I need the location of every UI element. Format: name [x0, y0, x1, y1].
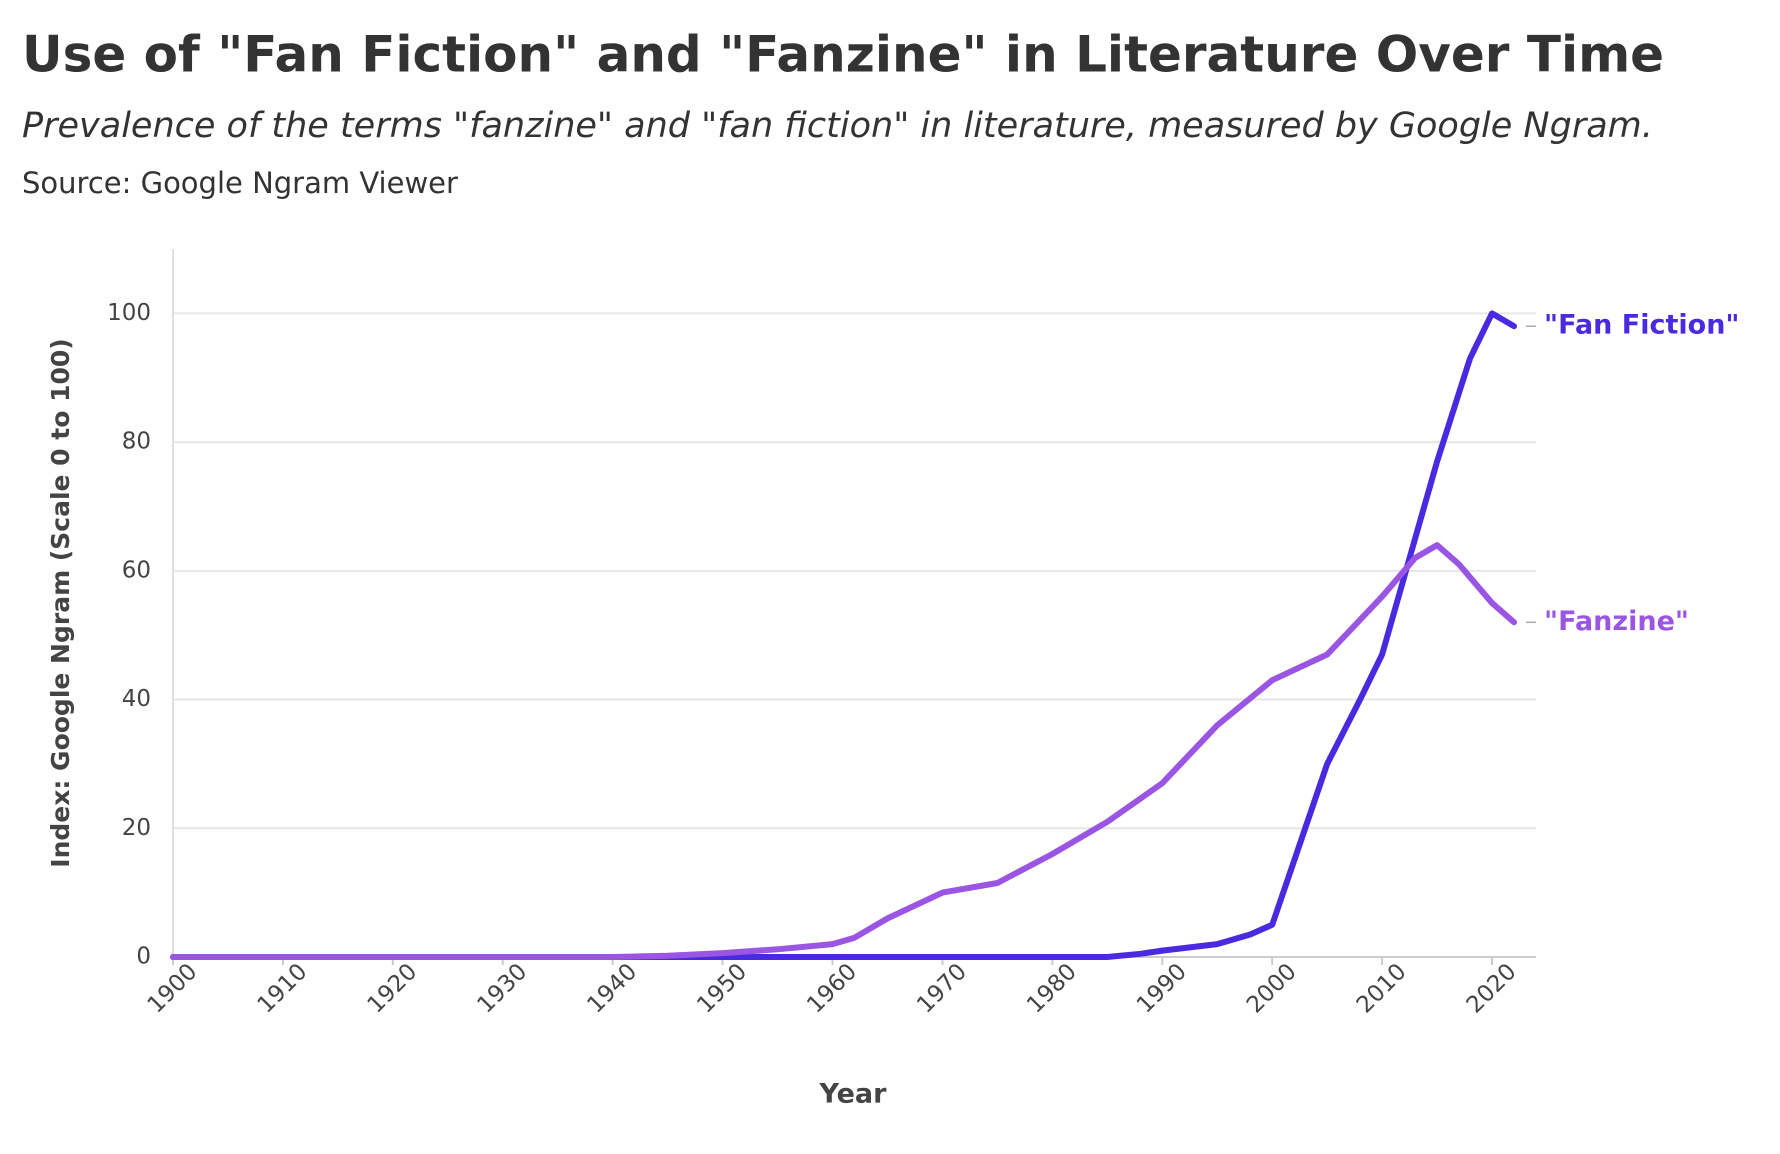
x-tick-label: 1990: [1132, 959, 1192, 1019]
x-tick-label: 1970: [912, 959, 972, 1019]
x-tick-label: 2020: [1462, 959, 1522, 1019]
legend-label: "Fanzine": [1544, 606, 1689, 637]
chart-subtitle: Prevalence of the terms "fanzine" and "f…: [22, 106, 1653, 146]
x-tick-label: 2000: [1242, 959, 1302, 1019]
x-tick-label: 1940: [582, 959, 642, 1019]
y-tick-label: 100: [107, 300, 151, 326]
x-tick-label: 2010: [1352, 959, 1412, 1019]
legend-label: "Fan Fiction": [1544, 310, 1739, 341]
x-tick-label: 1910: [253, 959, 313, 1019]
chart-title: Use of "Fan Fiction" and "Fanzine" in Li…: [22, 26, 1664, 84]
x-tick-label: 1920: [363, 959, 423, 1019]
y-tick-label: 20: [122, 815, 151, 841]
y-tick-label: 40: [122, 686, 151, 712]
x-tick-label: 1900: [143, 959, 203, 1019]
y-tick-label: 60: [122, 557, 151, 583]
x-tick-label: 1980: [1022, 959, 1082, 1019]
x-axis-label: Year: [819, 1079, 888, 1110]
x-tick-label: 1960: [802, 959, 862, 1019]
source: Source: Google Ngram Viewer: [22, 166, 458, 200]
y-tick-label: 0: [136, 944, 151, 970]
y-tick-label: 80: [122, 429, 151, 455]
x-tick-label: 1950: [692, 959, 752, 1019]
x-tick-label: 1930: [473, 959, 533, 1019]
series-line: [170, 542, 1517, 960]
y-axis-label: Index: Google Ngram (Scale 0 to 100): [46, 338, 75, 867]
series-line: [170, 310, 1517, 960]
